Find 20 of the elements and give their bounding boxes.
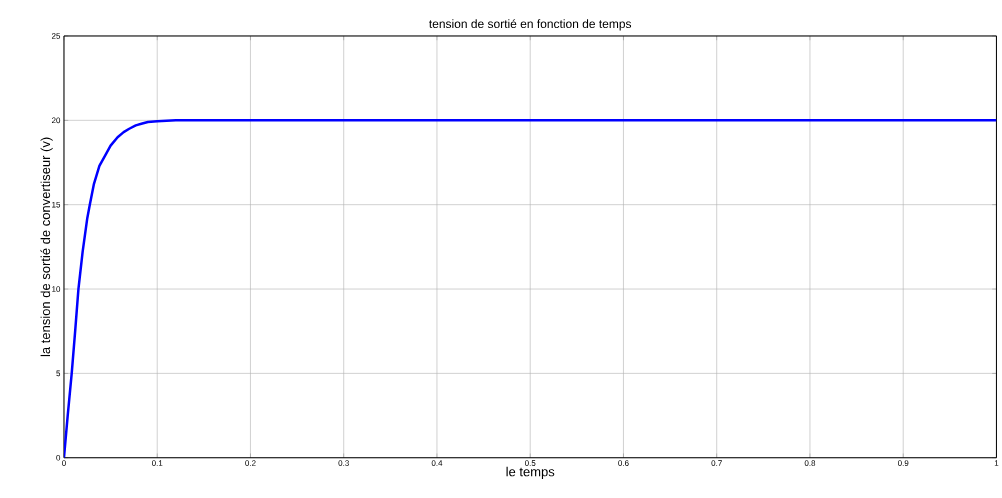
x-tick-label: 0.7 <box>711 460 722 467</box>
x-axis-title: le temps <box>506 466 555 480</box>
y-tick-label: 5 <box>56 370 61 377</box>
y-tick-label: 0 <box>56 455 61 461</box>
x-tick-label: 0.9 <box>897 460 909 467</box>
x-tick-label: 0.2 <box>245 460 256 467</box>
x-tick-label: 0.6 <box>618 460 629 467</box>
y-tick-label: 10 <box>52 286 61 293</box>
x-tick-label: 0.8 <box>804 460 816 467</box>
y-tick-label: 15 <box>52 202 61 208</box>
x-tick-label: 0.1 <box>151 460 163 467</box>
chart-title: tension de sortié en fonction de temps <box>429 19 632 31</box>
y-axis-title: la tension de sortié de convertiseur (v) <box>40 137 53 357</box>
y-tick-label: 25 <box>51 33 61 39</box>
x-tick-label: 0.4 <box>431 460 443 467</box>
x-tick-label: 0.5 <box>524 460 536 467</box>
x-tick-label: 0.3 <box>338 460 349 467</box>
y-tick-label: 20 <box>51 117 61 124</box>
x-tick-label: 1 <box>994 460 999 466</box>
x-tick-label: 0 <box>62 460 66 467</box>
